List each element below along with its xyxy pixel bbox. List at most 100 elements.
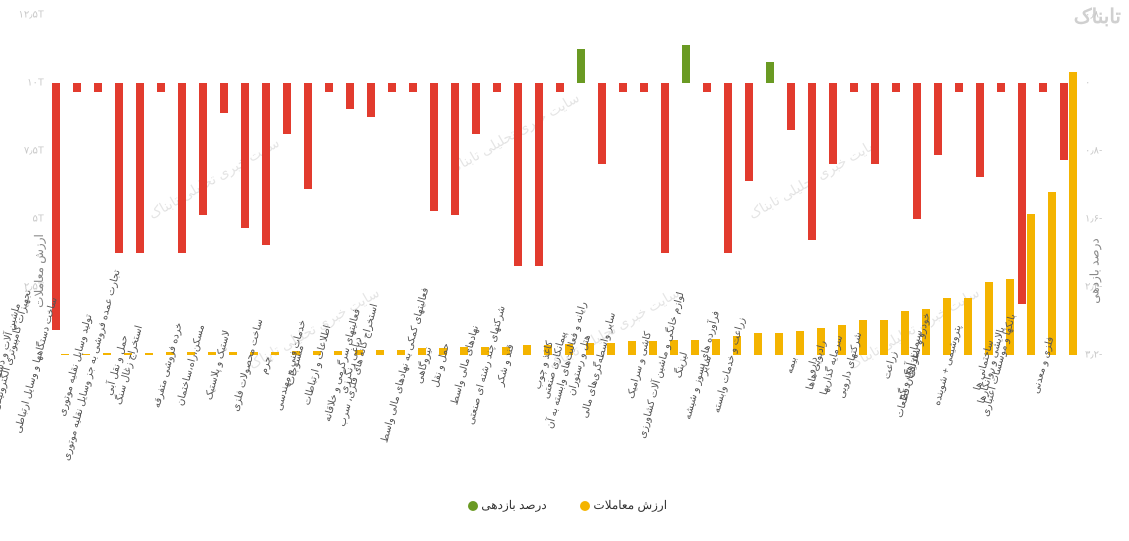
return-bar: [1018, 83, 1026, 304]
legend-item-return: درصد بازدهی: [462, 498, 547, 512]
return-bar: [94, 83, 102, 92]
bar-group: [785, 15, 806, 355]
return-bar: [724, 83, 732, 253]
return-bar: [283, 83, 291, 134]
bar-group: [71, 15, 92, 355]
value-bar: [775, 333, 783, 355]
bar-group: [890, 15, 911, 355]
dual-axis-bar-chart: تابناک سایت خبری تحلیلی تابناک سایت خبری…: [0, 0, 1129, 541]
return-bar: [136, 83, 144, 253]
return-bar: [535, 83, 543, 266]
x-axis-labels: فلزی و معدنیبانکها و موسسات اعتباریپالای…: [50, 360, 1079, 510]
y-left-tick: ۱۰T: [27, 78, 44, 89]
bar-group: [218, 15, 239, 355]
return-bar: [745, 83, 753, 181]
bar-group: [1016, 15, 1037, 355]
bar-group: [806, 15, 827, 355]
value-bar: [796, 331, 804, 355]
bar-group: [428, 15, 449, 355]
return-bar: [934, 83, 942, 155]
bar-group: [1058, 15, 1079, 355]
return-bar: [850, 83, 858, 92]
return-bar: [556, 83, 564, 92]
bar-group: [281, 15, 302, 355]
return-bar: [1039, 83, 1047, 92]
y-axis-right-title: درصد بازدهی: [1087, 238, 1101, 303]
value-bar: [691, 340, 699, 355]
return-bar: [472, 83, 480, 134]
return-bar: [178, 83, 186, 253]
category-label: بیمه: [784, 356, 799, 375]
bar-group: [722, 15, 743, 355]
y-left-tick: ۵T: [33, 214, 44, 225]
return-bar: [682, 45, 690, 83]
return-bar: [115, 83, 123, 253]
y-left-tick: ۷٫۵T: [24, 146, 44, 157]
legend-swatch: [468, 501, 478, 511]
bar-group: [134, 15, 155, 355]
legend-item-value: ارزش معاملات: [574, 498, 667, 512]
bar-group: [554, 15, 575, 355]
bar-group: [995, 15, 1016, 355]
bar-group: [848, 15, 869, 355]
return-bar: [199, 83, 207, 215]
return-bar: [997, 83, 1005, 92]
return-bar: [241, 83, 249, 228]
return-bar: [913, 83, 921, 219]
value-bar: [964, 298, 972, 355]
legend-label: درصد بازدهی: [481, 498, 546, 512]
value-bar: [103, 353, 111, 355]
return-bar: [367, 83, 375, 117]
bar-group: [491, 15, 512, 355]
return-bar: [325, 83, 333, 92]
y-axis-left-title: ارزش معاملات: [32, 234, 46, 308]
bar-group: [596, 15, 617, 355]
bar-group: [932, 15, 953, 355]
category-label: لیزینگ: [673, 351, 690, 379]
return-bar: [493, 83, 501, 92]
bar-group: [764, 15, 785, 355]
value-bar: [61, 354, 69, 355]
return-bar: [766, 62, 774, 83]
return-bar: [304, 83, 312, 189]
return-bar: [514, 83, 522, 266]
bar-group: [974, 15, 995, 355]
y-right-tick: -۳٫۲: [1085, 350, 1102, 361]
bar-group: [827, 15, 848, 355]
return-bar: [220, 83, 228, 113]
y-axis-right: ۰٫۸۰-۰٫۸-۱٫۶-۲٫۴-۳٫۲: [1079, 15, 1129, 355]
bar-group: [176, 15, 197, 355]
return-bar: [157, 83, 165, 92]
return-bar: [430, 83, 438, 211]
legend-label: ارزش معاملات: [593, 498, 667, 512]
bar-group: [155, 15, 176, 355]
return-bar: [976, 83, 984, 177]
bar-group: [512, 15, 533, 355]
bar-group: [239, 15, 260, 355]
return-bar: [451, 83, 459, 215]
return-bar: [892, 83, 900, 92]
return-bar: [703, 83, 711, 92]
bar-group: [953, 15, 974, 355]
bar-group: [113, 15, 134, 355]
category-label: چرم: [258, 355, 273, 375]
return-bar: [262, 83, 270, 245]
value-bar: [880, 320, 888, 355]
bar-group: [197, 15, 218, 355]
y-right-tick: -۱٫۶: [1085, 214, 1102, 225]
y-left-tick: ۱۲٫۵T: [19, 10, 44, 21]
return-bar: [955, 83, 963, 92]
return-bar: [787, 83, 795, 130]
bar-group: [533, 15, 554, 355]
value-bar: [523, 345, 531, 355]
bar-group: [386, 15, 407, 355]
return-bar: [829, 83, 837, 164]
bar-group: [638, 15, 659, 355]
value-bar: [1069, 72, 1077, 355]
bar-group: [470, 15, 491, 355]
return-bar: [1060, 83, 1068, 160]
legend-swatch: [580, 501, 590, 511]
value-bar: [271, 352, 279, 355]
value-bar: [628, 341, 636, 355]
y-right-tick: ۰: [1085, 78, 1090, 89]
